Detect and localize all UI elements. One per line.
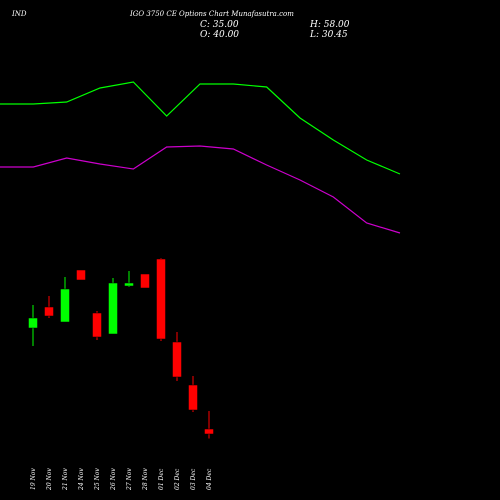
close-label: C: 35.00 — [200, 20, 239, 30]
x-tick-label: 27 Nov — [126, 468, 133, 491]
chart-title: IND — [11, 10, 27, 18]
candle-body — [188, 384, 198, 411]
x-tick-label: 25 Nov — [94, 468, 101, 491]
candle-body — [172, 341, 182, 378]
candle-body — [92, 312, 102, 338]
x-tick-label: 28 Nov — [142, 468, 149, 491]
low-label: L: 30.45 — [309, 30, 348, 40]
candle-body — [156, 258, 166, 340]
x-tick-label: 24 Nov — [78, 468, 85, 491]
high-label: H: 58.00 — [309, 20, 350, 30]
x-tick-label: 02 Dec — [174, 468, 181, 490]
chart-title: IGO 3750 CE Options Chart Munafasutra.co… — [129, 10, 294, 18]
candle-body — [60, 288, 70, 323]
x-tick-label: 21 Nov — [62, 468, 69, 491]
candle-body — [76, 269, 86, 281]
band-line — [0, 145, 401, 234]
candle-body — [44, 306, 54, 317]
open-label: O: 40.00 — [200, 30, 239, 40]
x-tick-label: 26 Nov — [110, 468, 117, 491]
candle-body — [140, 273, 150, 289]
candle-body — [124, 282, 134, 287]
x-tick-label: 19 Nov — [30, 468, 37, 490]
x-tick-label: 20 Nov — [46, 468, 53, 491]
x-tick-label: 04 Dec — [206, 468, 213, 490]
candle-body — [108, 282, 118, 335]
x-tick-label: 03 Dec — [190, 468, 197, 490]
candle-body — [28, 317, 38, 329]
candle-body — [204, 428, 214, 435]
x-tick-label: 01 Dec — [158, 468, 165, 490]
band-line — [0, 81, 401, 175]
